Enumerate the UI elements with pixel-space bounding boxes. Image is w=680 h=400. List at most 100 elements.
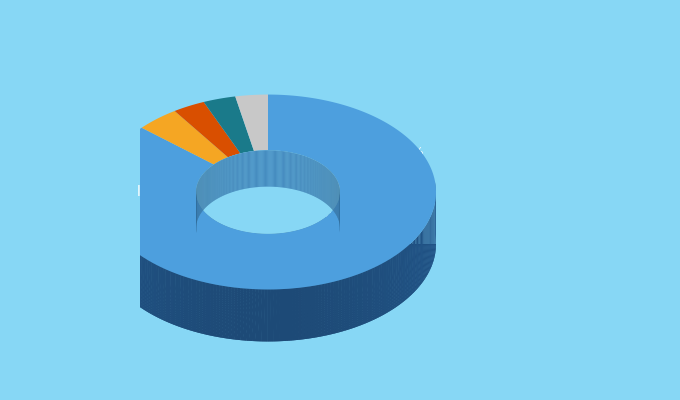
Polygon shape — [204, 96, 254, 154]
Polygon shape — [328, 266, 411, 296]
Polygon shape — [116, 234, 118, 287]
Polygon shape — [223, 225, 224, 277]
Polygon shape — [224, 225, 225, 278]
Polygon shape — [208, 283, 211, 336]
Polygon shape — [303, 156, 304, 192]
Polygon shape — [337, 256, 430, 272]
Polygon shape — [122, 265, 206, 294]
Polygon shape — [262, 234, 264, 286]
Polygon shape — [230, 285, 252, 339]
Polygon shape — [266, 150, 267, 187]
Polygon shape — [274, 289, 277, 341]
Polygon shape — [284, 233, 285, 285]
Polygon shape — [304, 280, 354, 328]
Polygon shape — [309, 158, 310, 194]
Polygon shape — [292, 231, 294, 283]
Polygon shape — [150, 261, 152, 314]
Polygon shape — [303, 228, 304, 280]
Polygon shape — [308, 278, 363, 325]
Polygon shape — [302, 281, 349, 330]
Polygon shape — [264, 234, 265, 286]
Polygon shape — [339, 249, 435, 258]
Polygon shape — [269, 286, 274, 342]
Polygon shape — [305, 227, 307, 280]
Polygon shape — [289, 288, 292, 341]
Polygon shape — [273, 286, 282, 341]
Polygon shape — [307, 157, 308, 194]
Polygon shape — [100, 94, 436, 290]
Polygon shape — [417, 236, 418, 289]
Polygon shape — [271, 234, 272, 286]
Polygon shape — [278, 233, 279, 285]
Polygon shape — [120, 238, 122, 292]
Polygon shape — [129, 246, 130, 300]
Polygon shape — [333, 262, 420, 287]
Polygon shape — [308, 157, 309, 194]
Polygon shape — [273, 150, 274, 187]
Polygon shape — [301, 229, 302, 281]
Polygon shape — [307, 286, 310, 339]
Polygon shape — [327, 267, 407, 299]
Polygon shape — [332, 263, 418, 289]
Polygon shape — [200, 281, 203, 334]
Polygon shape — [330, 282, 333, 334]
Polygon shape — [235, 288, 237, 340]
Polygon shape — [196, 150, 340, 234]
Polygon shape — [271, 286, 276, 341]
Polygon shape — [151, 274, 218, 315]
Polygon shape — [250, 286, 261, 341]
Polygon shape — [214, 284, 217, 337]
Polygon shape — [190, 281, 235, 331]
Polygon shape — [217, 285, 220, 337]
Polygon shape — [272, 150, 273, 187]
Polygon shape — [386, 260, 388, 313]
Polygon shape — [184, 276, 186, 329]
Polygon shape — [220, 223, 221, 276]
Polygon shape — [326, 268, 405, 301]
Polygon shape — [146, 273, 216, 312]
Polygon shape — [337, 255, 430, 271]
Polygon shape — [309, 278, 367, 324]
Polygon shape — [104, 253, 198, 266]
Polygon shape — [277, 285, 290, 341]
Polygon shape — [234, 229, 235, 281]
Polygon shape — [248, 152, 249, 188]
Polygon shape — [288, 232, 290, 284]
Polygon shape — [108, 257, 200, 275]
Polygon shape — [226, 284, 251, 338]
Polygon shape — [245, 232, 246, 284]
Polygon shape — [296, 230, 297, 282]
Text: litter robot-83%: litter robot-83% — [137, 185, 247, 199]
Polygon shape — [186, 280, 234, 330]
Polygon shape — [320, 272, 392, 311]
Polygon shape — [311, 277, 370, 322]
Polygon shape — [292, 153, 294, 189]
Polygon shape — [288, 284, 316, 338]
Polygon shape — [250, 232, 251, 284]
Polygon shape — [253, 286, 262, 341]
Polygon shape — [241, 153, 242, 190]
Polygon shape — [115, 261, 203, 285]
Polygon shape — [232, 285, 254, 340]
Polygon shape — [142, 272, 215, 310]
Polygon shape — [217, 222, 218, 274]
Polygon shape — [337, 256, 429, 273]
Polygon shape — [259, 286, 265, 341]
Polygon shape — [231, 228, 232, 280]
Polygon shape — [262, 289, 265, 342]
Polygon shape — [284, 285, 307, 339]
Polygon shape — [203, 282, 241, 334]
Polygon shape — [263, 286, 267, 342]
Polygon shape — [181, 280, 231, 328]
Polygon shape — [330, 265, 413, 294]
Polygon shape — [260, 150, 261, 187]
Polygon shape — [227, 158, 228, 194]
Polygon shape — [235, 154, 236, 191]
Polygon shape — [100, 245, 196, 248]
Polygon shape — [277, 285, 293, 340]
Polygon shape — [276, 150, 277, 187]
Polygon shape — [421, 231, 422, 284]
Polygon shape — [156, 265, 158, 318]
Polygon shape — [252, 289, 256, 341]
Polygon shape — [306, 156, 307, 193]
